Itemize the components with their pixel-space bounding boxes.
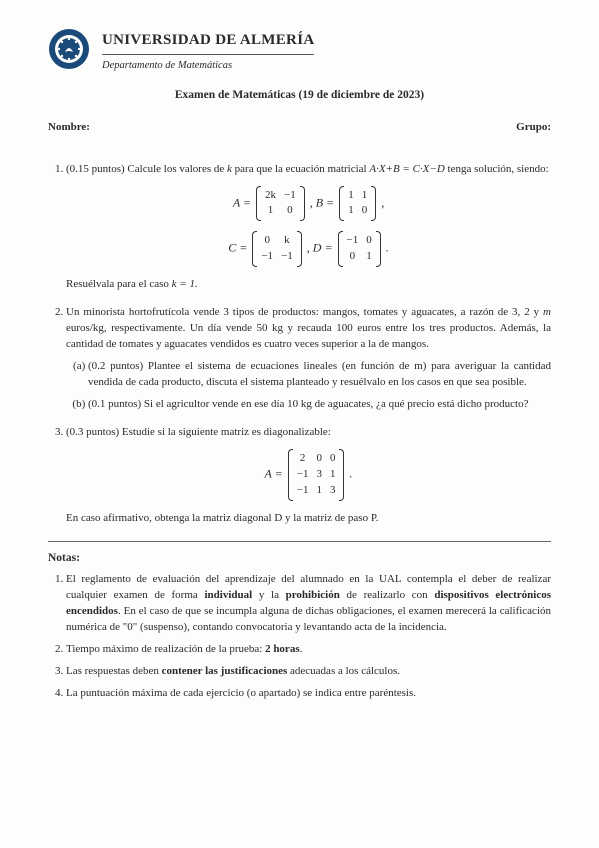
- university-name: UNIVERSIDAD DE ALMERÍA: [102, 30, 314, 52]
- matrix-A: 2k−110: [256, 186, 305, 222]
- matrix-D: −1001: [338, 231, 381, 267]
- university-seal-icon: [48, 28, 90, 70]
- nota-4: La puntuación máxima de cada ejercicio (…: [66, 686, 551, 702]
- exam-page: UNIVERSIDAD DE ALMERÍA Departamento de M…: [0, 0, 599, 848]
- resolve-text: Resuélvala para el caso k = 1.: [66, 277, 551, 293]
- matrix-line-3: A = 200−131−113 .: [66, 449, 551, 501]
- header: UNIVERSIDAD DE ALMERÍA Departamento de M…: [48, 28, 551, 73]
- points: (0.1 puntos): [88, 398, 141, 410]
- points: (0.3 puntos): [66, 426, 119, 438]
- points: (0.2 puntos): [88, 360, 143, 372]
- problem-list: (0.15 puntos) Calcule los valores de k p…: [48, 162, 551, 527]
- matrices-line-1: A = 2k−110 , B = 1110 ,: [66, 186, 551, 222]
- nota-2: Tiempo máximo de realización de la prueb…: [66, 642, 551, 658]
- problem-1: (0.15 puntos) Calcule los valores de k p…: [66, 162, 551, 294]
- problem-2a: (0.2 puntos) Plantee el sistema de ecuac…: [88, 359, 551, 391]
- problem-2: Un minorista hortofrutícola vende 3 tipo…: [66, 305, 551, 413]
- problem-2b: (0.1 puntos) Si el agricultor vende en e…: [88, 397, 551, 413]
- matrix-A3: 200−131−113: [288, 449, 345, 501]
- problem-3: (0.3 puntos) Estudie si la siguiente mat…: [66, 425, 551, 527]
- conclusion: En caso afirmativo, obtenga la matriz di…: [66, 511, 551, 527]
- matrix-B: 1110: [339, 186, 376, 222]
- exam-title: Examen de Matemáticas (19 de diciembre d…: [48, 87, 551, 104]
- divider: [48, 541, 551, 542]
- problem-2-subparts: (0.2 puntos) Plantee el sistema de ecuac…: [66, 359, 551, 413]
- name-label: Nombre:: [48, 120, 90, 136]
- notas-list: El reglamento de evaluación del aprendiz…: [48, 572, 551, 702]
- notas-title: Notas:: [48, 550, 551, 567]
- points: (0.15 puntos): [66, 163, 125, 175]
- nota-1: El reglamento de evaluación del aprendiz…: [66, 572, 551, 636]
- name-group-row: Nombre: Grupo:: [48, 120, 551, 136]
- header-text: UNIVERSIDAD DE ALMERÍA Departamento de M…: [102, 28, 314, 73]
- department-name: Departamento de Matemáticas: [102, 54, 314, 73]
- nota-3: Las respuestas deben contener las justif…: [66, 664, 551, 680]
- matrix-C: 0k−1−1: [252, 231, 301, 267]
- matrices-line-2: C = 0k−1−1 , D = −1001 .: [66, 231, 551, 267]
- group-label: Grupo:: [516, 120, 551, 136]
